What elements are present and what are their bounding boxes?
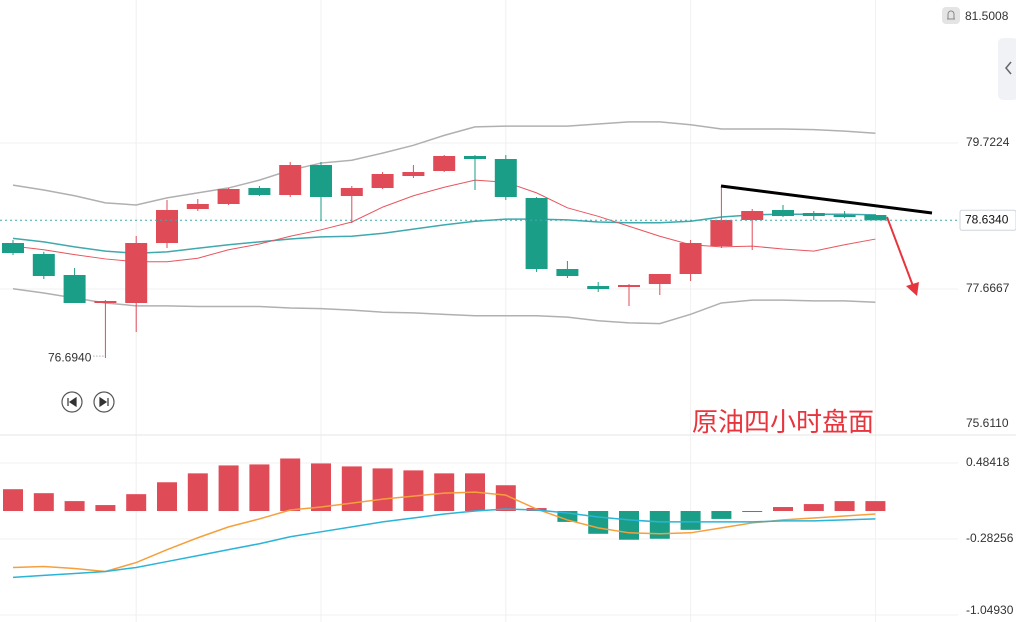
macd-bar [680, 511, 701, 530]
overlay-line [12, 288, 876, 325]
macd-bar [711, 511, 732, 519]
macd-bar [557, 511, 578, 522]
annotation: 原油四小时盘面 [692, 407, 874, 437]
candle-body [864, 215, 887, 221]
candle-body [494, 159, 517, 198]
candle-body [710, 220, 733, 247]
macd-bar [773, 507, 793, 512]
candle-body [186, 204, 209, 210]
nav-next[interactable] [93, 391, 115, 413]
arrow-shaft [886, 216, 914, 287]
trend-line [720, 184, 933, 215]
macd-bar [803, 504, 824, 512]
low-mark-label: 76.6940 [48, 350, 92, 364]
macd-bar [403, 470, 424, 512]
candle-body [587, 286, 610, 290]
macd-bar [311, 463, 331, 512]
candle-body [2, 243, 24, 254]
arrow-head [906, 282, 919, 296]
alert-icon [942, 7, 960, 24]
macd-bar [3, 489, 23, 512]
y-tick-label: 79.7224 [966, 135, 1010, 149]
macd-line [12, 491, 876, 573]
side-toggle-icon [1005, 61, 1012, 75]
macd-bar [95, 505, 116, 512]
overlay-line [12, 121, 876, 206]
macd-bar [742, 511, 763, 513]
candle-body [464, 156, 486, 160]
side-toggle[interactable] [998, 38, 1016, 100]
macd-bar [33, 493, 54, 512]
macd-bar [495, 485, 516, 512]
candle-body [63, 275, 86, 304]
y-tick-label: 75.6110 [966, 416, 1009, 430]
candle-body [618, 285, 640, 288]
candle-body [248, 188, 271, 196]
nav-prev[interactable] [61, 391, 83, 413]
candle-body [741, 211, 764, 221]
alert-price-label: 81.5008 [965, 9, 1009, 23]
y-tick-label: 0.48418 [966, 455, 1010, 469]
overlay-layer: 原油四小时盘面 [0, 7, 1016, 437]
nav-next-icon [99, 396, 109, 408]
candle-body [371, 174, 394, 189]
candle-body [156, 210, 178, 244]
macd-bar [187, 473, 208, 512]
alert-bell [947, 10, 955, 20]
candle-body [648, 274, 671, 285]
candle-body [217, 189, 240, 205]
macd-bar [280, 458, 301, 512]
macd-bar [249, 464, 270, 512]
macd-bar [64, 501, 85, 512]
macd-bar [619, 511, 639, 540]
macd-bar [157, 482, 177, 512]
y-tick-label: 77.6667 [966, 281, 1010, 295]
candle-body [310, 165, 332, 198]
macd-bar [834, 501, 855, 512]
candle-body [32, 254, 55, 277]
candle-body [772, 210, 794, 217]
last-price-label: 78.6340 [965, 212, 1009, 226]
candle-body [833, 215, 856, 218]
macd-bar [126, 494, 147, 512]
nav-prev-icon [67, 396, 77, 408]
y-tick-label: -0.28256 [966, 531, 1014, 545]
macd-bar [434, 473, 455, 512]
candle-body [125, 243, 148, 304]
candle-body [94, 301, 117, 304]
macd-bar [218, 465, 239, 512]
candle-body [340, 188, 363, 197]
candle-body [556, 269, 579, 277]
macd-bar [588, 511, 609, 534]
macd-line [12, 508, 876, 579]
macd-bar [372, 468, 393, 512]
y-tick-label: -1.04930 [966, 603, 1014, 617]
macd-bar [649, 511, 670, 539]
candle-body [679, 243, 702, 275]
candle-body [433, 156, 456, 172]
last-price-tag [959, 209, 1016, 231]
overlay-line [12, 179, 876, 263]
candle-body [402, 172, 425, 177]
overlay-line [12, 213, 876, 255]
candle-body [525, 198, 548, 270]
candle-body [802, 213, 825, 217]
macd-bar [341, 466, 362, 512]
macd-bar [865, 501, 886, 512]
candle-body [279, 165, 302, 196]
